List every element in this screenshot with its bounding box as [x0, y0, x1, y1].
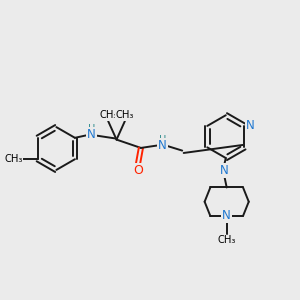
Text: H: H	[88, 124, 95, 134]
Text: O: O	[133, 164, 143, 177]
Text: CH₃: CH₃	[99, 110, 117, 120]
Text: N: N	[222, 209, 231, 223]
Text: N: N	[246, 119, 255, 132]
Text: N: N	[158, 139, 167, 152]
Text: H: H	[159, 136, 167, 146]
Text: N: N	[220, 164, 229, 177]
Text: N: N	[87, 128, 96, 141]
Text: CH₃: CH₃	[116, 110, 134, 120]
Text: CH₃: CH₃	[218, 236, 236, 245]
Text: CH₃: CH₃	[4, 154, 23, 164]
